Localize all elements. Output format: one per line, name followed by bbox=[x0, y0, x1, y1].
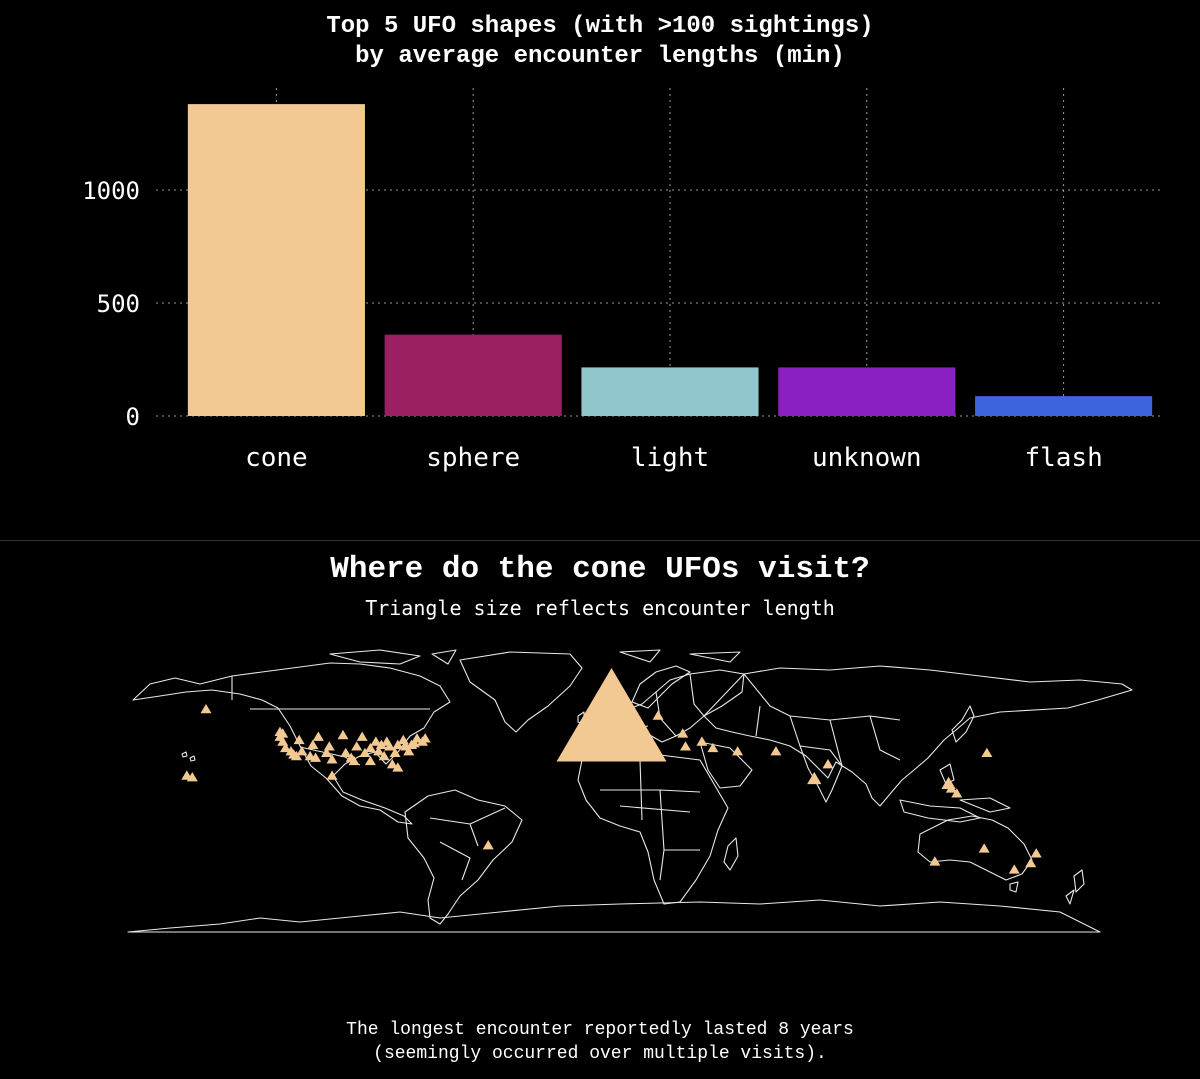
southeast-asia-islands bbox=[899, 763, 1011, 823]
map-triangle bbox=[608, 721, 620, 732]
antarctica-outline bbox=[127, 899, 1101, 933]
map-triangle bbox=[951, 788, 963, 798]
x-tick-label: flash bbox=[1024, 443, 1102, 473]
chart-divider bbox=[0, 540, 1200, 541]
bar-unknown bbox=[778, 367, 956, 416]
map-triangle bbox=[375, 739, 387, 749]
map-triangle bbox=[200, 703, 212, 714]
bar-chart-x-axis: cone sphere light unknown flash bbox=[245, 443, 1103, 473]
map-triangle bbox=[340, 747, 352, 758]
bar-chart-y-axis: 0 500 1000 bbox=[82, 177, 140, 431]
map-triangle bbox=[296, 746, 308, 756]
map-triangle bbox=[279, 742, 291, 753]
map-triangle bbox=[293, 734, 305, 745]
map-triangle bbox=[1030, 848, 1042, 858]
greenland-outline bbox=[459, 651, 583, 733]
map-title: Where do the cone UFOs visit? bbox=[330, 552, 870, 587]
map-triangle bbox=[677, 728, 689, 738]
map-triangle bbox=[403, 746, 415, 756]
bar-chart-title: Top 5 UFO shapes (with >100 sightings) b… bbox=[326, 13, 874, 70]
map-triangle bbox=[770, 746, 782, 756]
y-tick-label: 500 bbox=[97, 290, 140, 318]
japan-outline bbox=[951, 705, 975, 743]
map-triangle bbox=[696, 736, 708, 746]
map-triangle bbox=[680, 741, 691, 751]
north-america-outline bbox=[132, 662, 451, 825]
map-triangle bbox=[822, 759, 834, 769]
bar-cone bbox=[187, 104, 365, 417]
map-triangle bbox=[556, 668, 667, 762]
tasmania-outline bbox=[1009, 881, 1019, 893]
map-triangle bbox=[326, 770, 338, 780]
map-triangle bbox=[310, 752, 322, 762]
bar-sphere bbox=[384, 334, 562, 416]
south-america-outline bbox=[404, 789, 523, 925]
map-triangle bbox=[337, 729, 349, 740]
x-tick-label: sphere bbox=[426, 443, 520, 473]
map-triangle bbox=[364, 742, 376, 753]
map-triangle bbox=[392, 762, 404, 772]
map-triangle bbox=[386, 759, 398, 769]
africa-borders bbox=[600, 759, 701, 881]
asia-borders bbox=[743, 673, 901, 767]
map-triangle bbox=[945, 783, 957, 793]
arabia-outline bbox=[699, 741, 753, 789]
map-triangle bbox=[392, 739, 404, 749]
map-triangle bbox=[356, 731, 368, 741]
map-triangle bbox=[370, 736, 382, 746]
bar-light bbox=[581, 367, 759, 416]
map-triangle bbox=[652, 710, 664, 720]
map-triangle bbox=[326, 754, 338, 764]
map-triangle bbox=[373, 746, 385, 756]
map-triangle bbox=[1008, 864, 1020, 874]
map-triangle bbox=[411, 733, 423, 743]
map-triangle bbox=[732, 746, 744, 756]
asia-outline bbox=[703, 665, 1133, 807]
bar-chart: 0 500 1000 cone sphere light unknown flash bbox=[82, 88, 1162, 473]
map-triangles bbox=[181, 668, 1042, 874]
arctic-islands bbox=[329, 649, 741, 665]
map-triangle bbox=[482, 840, 494, 850]
map-triangle bbox=[384, 741, 396, 751]
map-subtitle: Triangle size reflects encounter length bbox=[365, 596, 835, 620]
new-zealand-outline bbox=[1065, 869, 1085, 905]
map-triangle bbox=[321, 747, 333, 758]
x-tick-label: cone bbox=[245, 443, 308, 473]
footnote-caption: The longest encounter reportedly lasted … bbox=[346, 1020, 854, 1064]
map-triangle bbox=[1025, 857, 1037, 868]
map-triangle bbox=[707, 742, 719, 753]
x-tick-label: unknown bbox=[812, 443, 922, 473]
bar-chart-bars bbox=[187, 104, 1153, 417]
map-triangle bbox=[981, 747, 993, 758]
map-triangle bbox=[807, 771, 822, 785]
map-triangle bbox=[186, 771, 198, 782]
bar-flash bbox=[975, 396, 1153, 416]
map-triangle bbox=[408, 737, 420, 748]
x-tick-label: light bbox=[631, 443, 709, 473]
map-triangle bbox=[929, 856, 941, 866]
map-triangle bbox=[307, 739, 319, 749]
map-triangle bbox=[419, 733, 431, 743]
map-triangle bbox=[364, 755, 376, 766]
madagascar-outline bbox=[723, 837, 739, 871]
map-triangle bbox=[378, 750, 390, 761]
map-triangle bbox=[389, 747, 401, 758]
map-triangle bbox=[290, 750, 302, 761]
map-triangle bbox=[359, 747, 371, 758]
map-triangle bbox=[323, 741, 335, 751]
world-map-outlines bbox=[127, 649, 1133, 933]
africa-outline bbox=[577, 749, 729, 905]
map-triangle bbox=[312, 731, 324, 741]
map-triangle bbox=[351, 741, 363, 751]
y-tick-label: 1000 bbox=[82, 177, 140, 205]
scandinavia-outline bbox=[631, 665, 691, 709]
india-outline bbox=[799, 745, 843, 803]
map-triangle bbox=[348, 755, 360, 766]
y-tick-label: 0 bbox=[126, 403, 140, 431]
map-triangle bbox=[978, 843, 990, 853]
south-america-borders bbox=[429, 807, 506, 881]
hawaii-outline bbox=[181, 751, 196, 762]
